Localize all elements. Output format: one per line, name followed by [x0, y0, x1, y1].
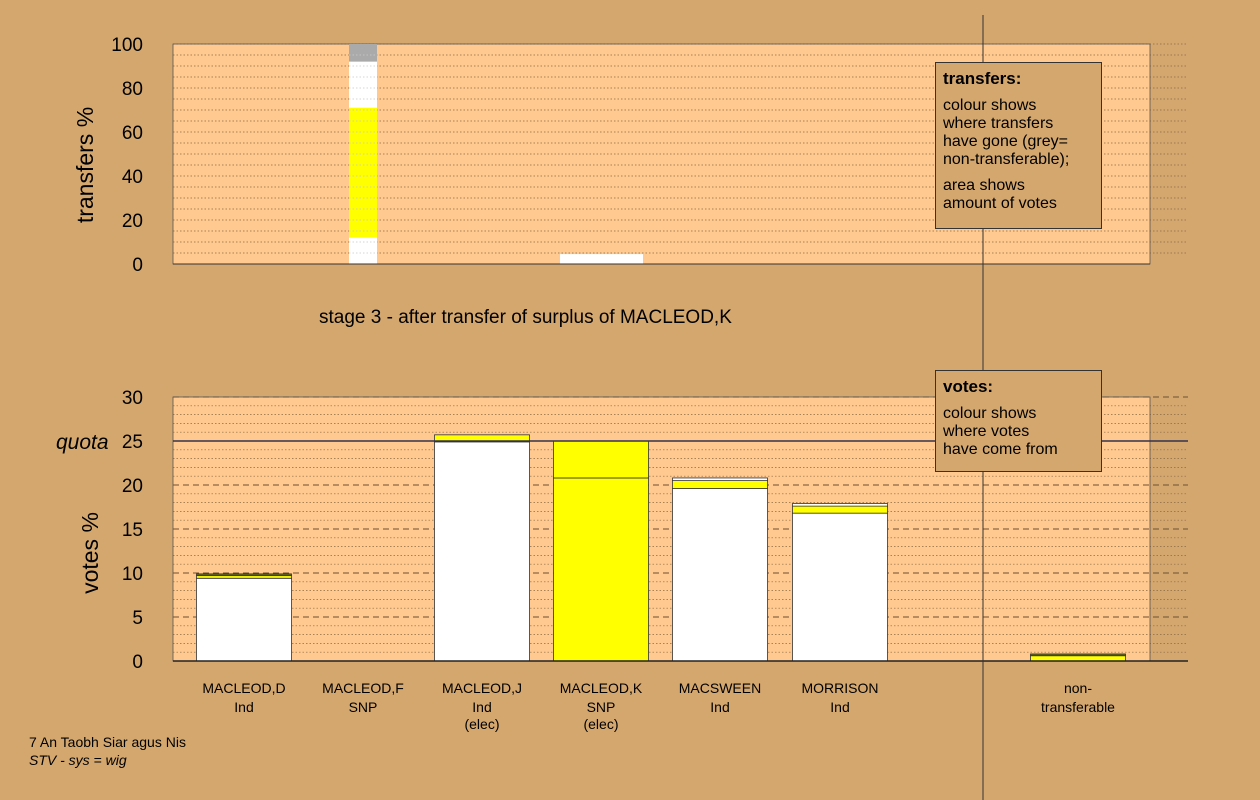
category-note-label: (elec)	[583, 716, 618, 732]
category-party-label: transferable	[1041, 699, 1115, 715]
category-label: MACLEOD,D	[202, 680, 285, 696]
votes-bar-segment	[196, 573, 292, 577]
votes-y-tick-label: 0	[132, 652, 143, 673]
category-label: MACLEOD,J	[442, 680, 522, 696]
category-label: non-	[1064, 680, 1092, 696]
legend-line: colour shows	[943, 405, 1037, 422]
footer-system: STV - sys = wig	[29, 752, 127, 768]
transfers-bar-segment	[349, 107, 377, 238]
quota-label: quota	[56, 431, 109, 454]
footer: 7 An Taobh Siar agus Nis STV - sys = wig	[29, 733, 186, 769]
votes-y-tick-label: 5	[132, 608, 143, 629]
votes-y-tick-label: 30	[122, 388, 143, 409]
votes-bar-segment	[196, 577, 292, 662]
votes-y-axis-label: votes %	[77, 512, 103, 594]
votes-bar-segment	[672, 488, 768, 662]
votes-legend: votes: colour shows where votes have com…	[935, 370, 1102, 472]
legend-line: have come from	[943, 441, 1058, 458]
category-party-label: Ind	[234, 699, 253, 715]
transfers-legend-title: transfers:	[943, 69, 1022, 88]
category-label: MORRISON	[802, 680, 879, 696]
category-label: MACSWEEN	[679, 680, 761, 696]
legend-line: amount of votes	[943, 195, 1057, 212]
votes-bar-segment	[1030, 653, 1126, 657]
transfers-y-tick-label: 0	[132, 255, 143, 276]
votes-y-tick-label: 15	[122, 520, 143, 541]
transfers-y-axis-label: transfers %	[72, 107, 98, 223]
transfers-bar-segment	[560, 254, 643, 264]
votes-bar-segment	[553, 440, 649, 479]
votes-bar-segment	[434, 441, 530, 662]
transfers-legend: transfers: colour shows where transfers …	[935, 62, 1102, 229]
votes-bar-segment	[553, 477, 649, 662]
transfers-y-tick-label: 100	[111, 35, 143, 56]
votes-y-tick-label: 10	[122, 564, 143, 585]
category-note-label: (elec)	[464, 716, 499, 732]
votes-y-tick-label: 25	[122, 432, 143, 453]
category-party-label: Ind	[710, 699, 729, 715]
transfers-legend-text-1: colour shows where transfers have gone (…	[943, 97, 1094, 169]
category-party-label: SNP	[349, 699, 378, 715]
votes-bar-segment	[672, 480, 768, 489]
votes-legend-title: votes:	[943, 377, 994, 396]
footer-constituency: 7 An Taobh Siar agus Nis	[29, 734, 186, 750]
stage-caption: stage 3 - after transfer of surplus of M…	[319, 307, 732, 328]
transfers-bar-segment	[349, 237, 377, 264]
votes-bar-segment	[792, 505, 888, 514]
votes-y-tick-label: 20	[122, 476, 143, 497]
legend-line: where votes	[943, 423, 1030, 440]
transfers-legend-text-2: area shows amount of votes	[943, 177, 1094, 213]
transfers-y-tick-label: 40	[122, 167, 143, 188]
category-party-label: Ind	[472, 699, 491, 715]
category-label: MACLEOD,K	[560, 680, 643, 696]
legend-line: have gone (grey=	[943, 133, 1068, 150]
category-label: MACLEOD,F	[322, 680, 404, 696]
legend-line: area shows	[943, 177, 1025, 194]
votes-bar-segment	[672, 477, 768, 481]
transfers-bar-segment	[349, 61, 377, 108]
legend-line: non-transferable);	[943, 151, 1070, 168]
transfers-y-tick-label: 80	[122, 79, 143, 100]
transfers-y-tick-label: 20	[122, 211, 143, 232]
category-party-label: SNP	[587, 699, 616, 715]
votes-bar-segment	[1030, 655, 1126, 662]
legend-line: where transfers	[943, 115, 1054, 132]
transfers-y-tick-label: 60	[122, 123, 143, 144]
category-party-label: Ind	[830, 699, 849, 715]
votes-bar-segment	[434, 434, 530, 443]
votes-bar-segment	[792, 512, 888, 662]
legend-line: colour shows	[943, 97, 1037, 114]
votes-legend-text: colour shows where votes have come from	[943, 405, 1094, 459]
transfers-bar-segment	[349, 44, 377, 62]
votes-bar-segment	[792, 503, 888, 507]
